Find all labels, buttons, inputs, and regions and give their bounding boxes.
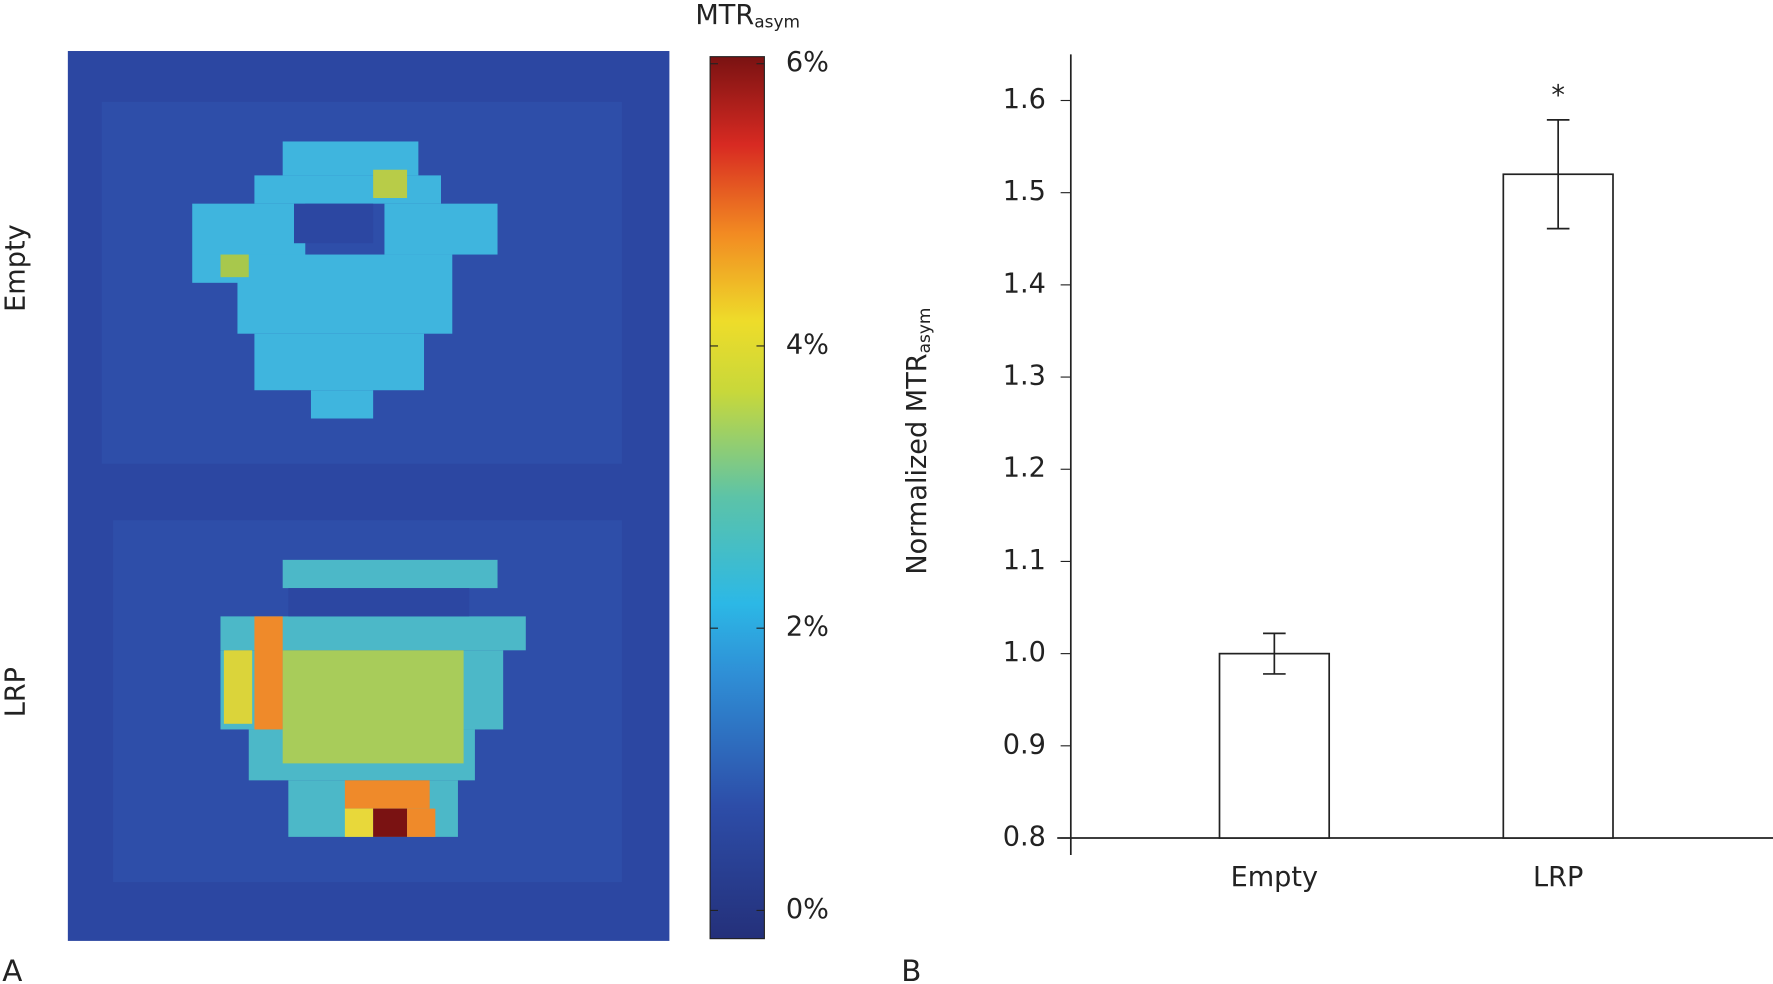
x-tick-label: LRP bbox=[1533, 862, 1583, 893]
y-tick-label: 1.6 bbox=[1003, 84, 1046, 115]
y-tick-label: 1.0 bbox=[1003, 637, 1046, 668]
y-tick-label: 1.1 bbox=[1003, 545, 1046, 576]
y-tick-label: 1.3 bbox=[1003, 361, 1046, 392]
bar bbox=[1502, 173, 1614, 839]
y-axis-label-main: Normalized MTR bbox=[902, 353, 933, 574]
colorbar-title: MTRasym bbox=[695, 0, 800, 32]
colorbar-tick-label: 2% bbox=[786, 612, 829, 643]
y-tick-label: 0.8 bbox=[1003, 822, 1046, 853]
row-label: Empty bbox=[0, 224, 31, 311]
panel-label: B bbox=[901, 954, 921, 984]
heatmap-image bbox=[67, 51, 670, 941]
bar bbox=[1218, 652, 1331, 839]
colorbar bbox=[709, 56, 765, 940]
y-tick-label: 1.2 bbox=[1003, 453, 1046, 484]
y-tick-label: 0.9 bbox=[1003, 729, 1046, 760]
y-tick-label: 1.5 bbox=[1003, 176, 1046, 207]
colorbar-title-sub: asym bbox=[754, 12, 800, 32]
colorbar-tick-label: 0% bbox=[786, 894, 829, 925]
y-axis-label: Normalized MTRasym bbox=[902, 308, 934, 575]
row-label: LRP bbox=[0, 667, 31, 717]
y-axis-label-sub: asym bbox=[914, 308, 934, 354]
panel-label: A bbox=[2, 954, 22, 984]
colorbar-title-main: MTR bbox=[695, 0, 754, 30]
colorbar-tick-label: 4% bbox=[786, 329, 829, 360]
y-tick-label: 1.4 bbox=[1003, 268, 1046, 299]
annotation: * bbox=[1551, 81, 1565, 112]
x-tick-label: Empty bbox=[1231, 862, 1318, 893]
colorbar-tick-label: 6% bbox=[786, 47, 829, 78]
